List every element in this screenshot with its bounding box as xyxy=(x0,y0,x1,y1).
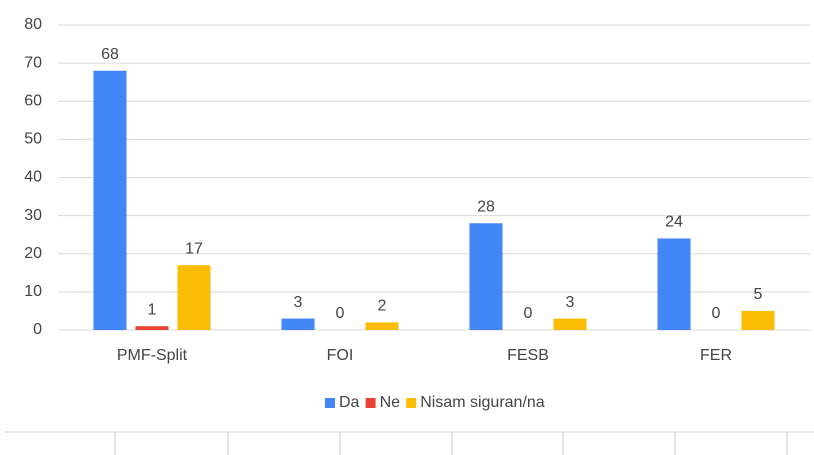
bar xyxy=(657,238,691,330)
bar xyxy=(281,318,315,330)
table-lines xyxy=(5,431,814,455)
bar xyxy=(93,70,127,330)
y-tick-label: 0 xyxy=(33,321,42,338)
y-tick-label: 70 xyxy=(24,54,42,71)
y-tick-label: 10 xyxy=(24,283,42,300)
x-tick-label: PMF-Split xyxy=(117,347,188,364)
bar xyxy=(135,326,169,330)
bar xyxy=(741,310,775,330)
data-label: 5 xyxy=(754,286,763,303)
y-tick-label: 20 xyxy=(24,245,42,262)
data-label: 28 xyxy=(477,198,495,215)
legend-swatch xyxy=(406,398,417,408)
data-label: 0 xyxy=(336,305,345,322)
legend-label: Da xyxy=(339,394,360,411)
y-tick-label: 30 xyxy=(24,207,42,224)
bar xyxy=(469,223,503,330)
legend-swatch xyxy=(365,398,376,408)
x-tick-label: FOI xyxy=(327,347,354,364)
y-tick-label: 50 xyxy=(24,131,42,148)
legend-swatch xyxy=(325,398,335,408)
x-tick-label: FESB xyxy=(507,347,549,364)
data-label: 17 xyxy=(185,240,203,257)
bar xyxy=(365,322,399,330)
data-label: 24 xyxy=(665,214,683,231)
x-tick-label: FER xyxy=(700,347,732,364)
data-label: 3 xyxy=(566,294,575,311)
y-tick-label: 80 xyxy=(24,16,42,33)
data-label: 0 xyxy=(524,305,533,322)
y-tick-label: 40 xyxy=(24,169,42,186)
data-label: 3 xyxy=(294,294,303,311)
data-label: 2 xyxy=(378,298,387,315)
legend-label: Ne xyxy=(380,394,401,411)
data-label: 68 xyxy=(101,46,119,63)
data-label: 0 xyxy=(712,305,721,322)
legend-label: Nisam siguran/na xyxy=(420,394,545,411)
y-tick-label: 60 xyxy=(24,92,42,109)
data-label: 1 xyxy=(148,301,157,318)
bar xyxy=(553,318,587,330)
bar xyxy=(177,265,211,330)
